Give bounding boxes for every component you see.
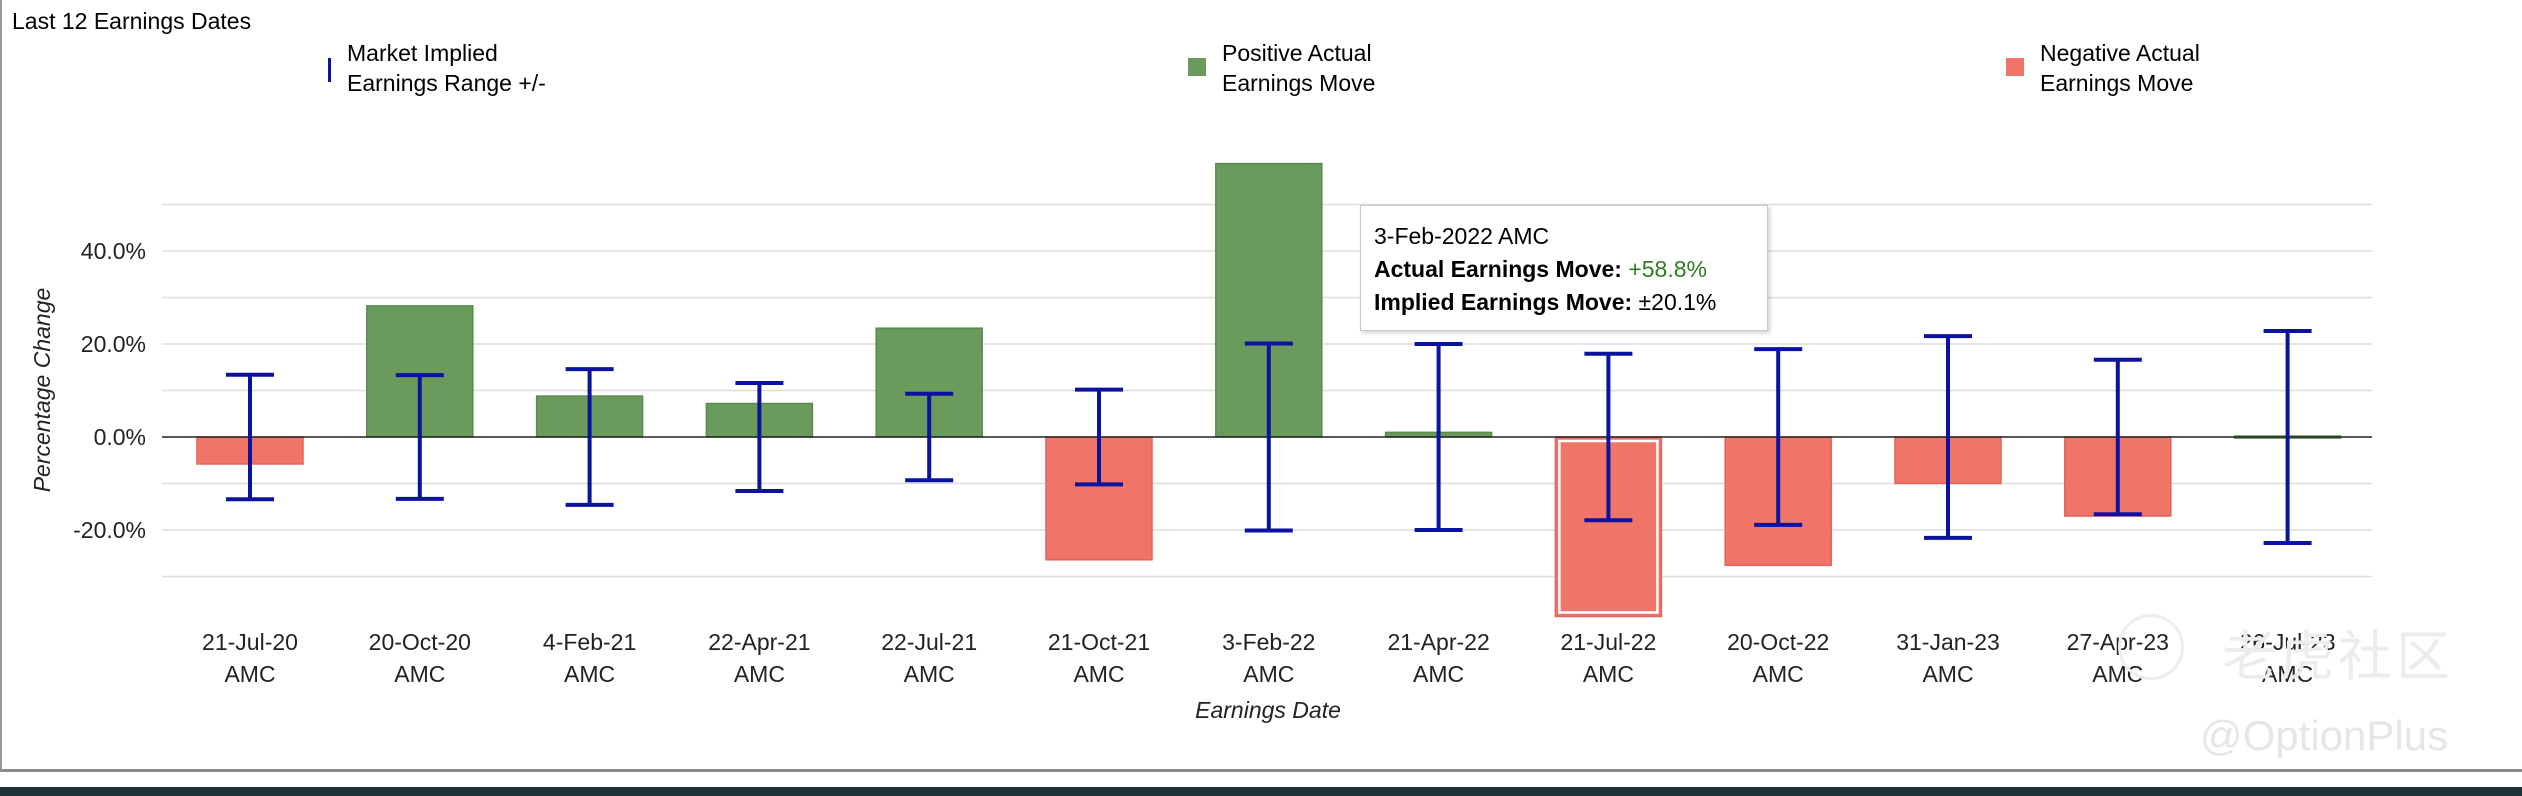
y-tick-label: -20.0% bbox=[73, 517, 146, 543]
legend-positive-label-2: Earnings Move bbox=[1222, 70, 1376, 96]
implied-range-swatch bbox=[328, 58, 331, 82]
tooltip-implied-row: Implied Earnings Move: ±20.1% bbox=[1374, 286, 1767, 319]
x-tick-sublabel: AMC bbox=[1922, 661, 1973, 687]
tooltip-actual-value: +58.8% bbox=[1628, 256, 1707, 282]
tooltip-actual-label: Actual Earnings Move: bbox=[1374, 256, 1622, 282]
x-tick-label: 20-Oct-22 bbox=[1727, 629, 1829, 655]
tooltip: 3-Feb-2022 AMC Actual Earnings Move: +58… bbox=[1360, 205, 1768, 331]
x-tick-sublabel: AMC bbox=[564, 661, 615, 687]
x-tick-sublabel: AMC bbox=[904, 661, 955, 687]
y-tick-label: 0.0% bbox=[94, 424, 146, 450]
legend-negative-label-2: Earnings Move bbox=[2040, 70, 2194, 96]
legend-negative-label-1: Negative Actual bbox=[2040, 40, 2200, 66]
x-tick-label: 4-Feb-21 bbox=[543, 629, 636, 655]
watermark-brand: 老虎社区 bbox=[2222, 627, 2454, 687]
watermark-logo-icon bbox=[2118, 614, 2184, 680]
tooltip-date: 3-Feb-2022 AMC bbox=[1374, 223, 1550, 249]
x-tick-sublabel: AMC bbox=[1413, 661, 1464, 687]
x-tick-label: 22-Jul-21 bbox=[881, 629, 977, 655]
positive-swatch bbox=[1188, 58, 1206, 76]
x-tick-sublabel: AMC bbox=[224, 661, 275, 687]
watermark-handle: @OptionPlus bbox=[2200, 712, 2449, 759]
x-tick-label: 21-Oct-21 bbox=[1048, 629, 1150, 655]
x-tick-sublabel: AMC bbox=[734, 661, 785, 687]
x-tick-label: 21-Jul-22 bbox=[1560, 629, 1656, 655]
legend-implied-label-2: Earnings Range +/- bbox=[347, 70, 546, 96]
legend-item-negative[interactable]: Negative Actual Earnings Move bbox=[2006, 38, 2200, 98]
bottom-bar bbox=[0, 787, 2522, 796]
x-tick-label: 31-Jan-23 bbox=[1896, 629, 2000, 655]
x-tick-sublabel: AMC bbox=[1243, 661, 1294, 687]
x-tick-sublabel: AMC bbox=[1583, 661, 1634, 687]
y-tick-label: 40.0% bbox=[81, 238, 146, 264]
x-tick-label: 20-Oct-20 bbox=[369, 629, 471, 655]
negative-swatch bbox=[2006, 58, 2024, 76]
tooltip-actual-row: Actual Earnings Move: +58.8% bbox=[1374, 253, 1767, 286]
legend-item-positive[interactable]: Positive Actual Earnings Move bbox=[1188, 38, 1375, 98]
bottom-border bbox=[0, 769, 2522, 772]
x-axis-label: Earnings Date bbox=[1195, 697, 1341, 723]
x-tick-sublabel: AMC bbox=[2262, 661, 2313, 687]
x-tick-sublabel: AMC bbox=[394, 661, 445, 687]
y-tick-label: 20.0% bbox=[81, 331, 146, 357]
x-tick-label: 26-Jul-23 bbox=[2240, 629, 2336, 655]
chart-title: Last 12 Earnings Dates bbox=[12, 8, 252, 34]
x-tick-sublabel: AMC bbox=[1073, 661, 1124, 687]
left-border bbox=[0, 0, 2, 770]
x-tick-label: 22-Apr-21 bbox=[708, 629, 810, 655]
x-tick-label: 21-Jul-20 bbox=[202, 629, 298, 655]
tooltip-implied-value: ±20.1% bbox=[1638, 289, 1717, 315]
x-tick-label: 21-Apr-22 bbox=[1387, 629, 1489, 655]
x-tick-label: 3-Feb-22 bbox=[1222, 629, 1315, 655]
tooltip-implied-label: Implied Earnings Move: bbox=[1374, 289, 1633, 315]
y-axis-label: Percentage Change bbox=[29, 288, 55, 493]
x-tick-sublabel: AMC bbox=[1753, 661, 1804, 687]
legend-item-implied-range[interactable]: Market Implied Earnings Range +/- bbox=[328, 38, 546, 98]
legend-positive-label-1: Positive Actual bbox=[1222, 40, 1372, 66]
legend-implied-label-1: Market Implied bbox=[347, 40, 498, 66]
